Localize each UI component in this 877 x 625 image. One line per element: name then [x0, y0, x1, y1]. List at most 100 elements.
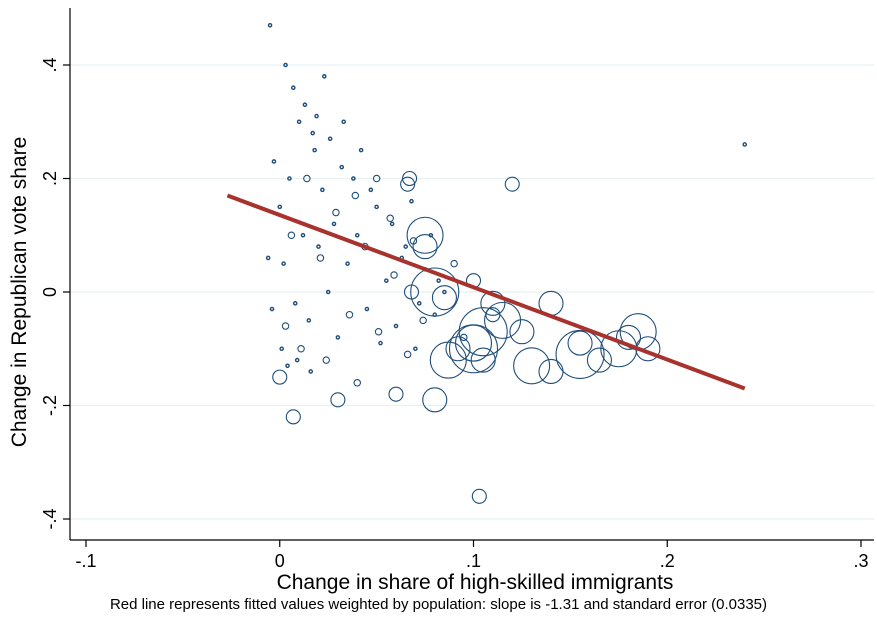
- data-point: [281, 322, 290, 330]
- data-point: [354, 232, 360, 238]
- data-point: [283, 62, 288, 68]
- data-point: [312, 147, 317, 153]
- data-point: [316, 254, 325, 262]
- data-point: [442, 289, 447, 295]
- y-axis-title: Change in Republican vote share: [8, 137, 31, 448]
- data-point: [400, 176, 416, 192]
- data-point: [436, 278, 441, 283]
- x-axis-title: Change in share of high-skilled immigran…: [277, 571, 674, 594]
- data-point: [325, 289, 331, 295]
- data-point: [480, 290, 506, 316]
- data-point: [389, 221, 395, 227]
- data-point: [567, 330, 593, 356]
- y-ticks: -.4 -.2 0 .2 .4: [40, 57, 70, 530]
- data-point: [410, 267, 460, 317]
- data-point: [403, 350, 412, 359]
- data-point: [302, 102, 308, 108]
- data-point: [303, 174, 311, 183]
- x-tick-label-1: 0: [275, 551, 285, 571]
- data-point: [378, 340, 383, 346]
- data-point: [416, 301, 422, 306]
- data-point: [390, 271, 398, 279]
- data-point: [471, 488, 487, 504]
- y-tick-label-1: -.2: [40, 395, 60, 416]
- data-point: [292, 301, 298, 306]
- data-point: [384, 278, 389, 283]
- data-point: [364, 306, 370, 312]
- data-point: [308, 369, 314, 374]
- data-point: [586, 347, 612, 373]
- data-point: [339, 164, 345, 170]
- data-point: [393, 323, 399, 329]
- data-point: [353, 379, 361, 387]
- data-point: [285, 363, 290, 369]
- data-point: [265, 255, 271, 261]
- data-point: [330, 392, 346, 408]
- data-point: [513, 347, 551, 385]
- data-point: [422, 387, 448, 413]
- data-point: [413, 346, 418, 352]
- y-tick-label-4: .4: [40, 57, 60, 72]
- data-point: [445, 336, 471, 362]
- data-point: [331, 221, 337, 227]
- data-point: [358, 147, 364, 153]
- data-point: [374, 327, 383, 336]
- chart-footnote: Red line represents fitted values weight…: [109, 596, 768, 613]
- data-point: [351, 191, 360, 200]
- data-point: [374, 204, 379, 210]
- data-point: [615, 324, 642, 350]
- data-point: [402, 170, 418, 187]
- data-point: [345, 261, 350, 266]
- data-point: [458, 307, 508, 357]
- data-point: [277, 204, 283, 210]
- y-tick-label-3: .2: [40, 171, 60, 186]
- data-point: [368, 187, 374, 193]
- data-point: [269, 306, 275, 312]
- data-point: [300, 232, 306, 238]
- x-tick-label-2: .1: [466, 551, 481, 571]
- data-point: [345, 310, 354, 319]
- data-point: [322, 74, 327, 79]
- x-tick-label-4: .3: [853, 551, 868, 571]
- data-point: [272, 369, 288, 385]
- y-tick-label-0: -.4: [40, 508, 60, 529]
- data-point: [314, 113, 319, 119]
- data-point: [403, 244, 408, 249]
- data-point: [372, 174, 381, 183]
- fitted-regression-line: [226, 193, 746, 391]
- data-point: [335, 335, 341, 340]
- data-point: [267, 22, 273, 28]
- data-point: [327, 136, 333, 142]
- data-point: [429, 341, 467, 379]
- data-point: [332, 208, 340, 217]
- data-point: [742, 142, 748, 147]
- data-point: [285, 409, 301, 425]
- data-point: [406, 216, 444, 254]
- data-point: [296, 119, 302, 125]
- data-point: [271, 159, 277, 164]
- data-point: [388, 386, 404, 402]
- data-point: [555, 329, 605, 379]
- data-point: [419, 316, 427, 325]
- data-point: [386, 214, 394, 222]
- data-point: [294, 357, 300, 363]
- data-point: [287, 176, 292, 181]
- data-point: [279, 346, 284, 352]
- data-point: [450, 259, 458, 268]
- data-point: [484, 301, 522, 339]
- data-point: [470, 347, 496, 373]
- data-point: [316, 244, 321, 249]
- data-point: [341, 119, 346, 125]
- x-tick-label-3: .2: [660, 551, 675, 571]
- x-tick-label-0: -.1: [75, 551, 96, 571]
- data-point: [509, 319, 535, 345]
- data-point: [297, 344, 305, 353]
- data-point: [287, 231, 296, 240]
- y-tick-label-2: 0: [40, 287, 60, 297]
- gridlines: [70, 64, 874, 520]
- data-point: [310, 130, 315, 136]
- data-point: [322, 356, 330, 364]
- data-point: [412, 234, 438, 260]
- data-point: [306, 318, 312, 323]
